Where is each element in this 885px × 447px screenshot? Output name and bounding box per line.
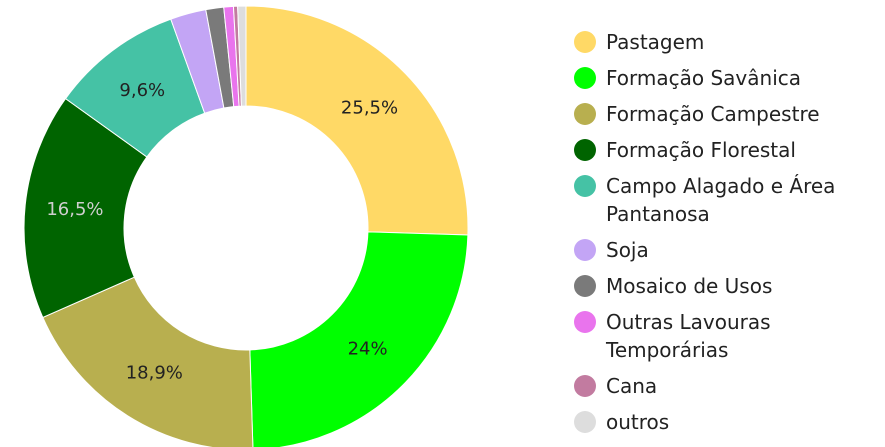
legend-swatch [574,311,596,333]
legend-item: Outras Lavouras Temporárias [572,308,862,364]
slice [23,97,148,319]
legend-item: Cana [572,372,862,400]
legend-label: Soja [606,238,649,262]
legend-item: Formação Savânica [572,64,862,92]
legend-label: Mosaico de Usos [606,274,773,298]
slice [245,5,469,236]
legend-swatch [574,139,596,161]
data-label: 9,6% [119,80,165,101]
legend-item: Formação Campestre [572,100,862,128]
legend-item: outros [572,408,862,436]
legend-swatch [574,175,596,197]
slice [42,276,254,447]
legend-label: Formação Florestal [606,138,796,162]
legend-label: Campo Alagado e Área Pantanosa [606,174,836,226]
legend-item: Formação Florestal [572,136,862,164]
legend-label: Outras Lavouras Temporárias [606,310,771,362]
legend-label: Formação Savânica [606,66,802,90]
legend-swatch [574,239,596,261]
legend-swatch [574,67,596,89]
legend-item: Campo Alagado e Área Pantanosa [572,172,862,228]
legend-item: Mosaico de Usos [572,272,862,300]
legend-swatch [574,411,596,433]
legend-item: Pastagem [572,28,862,56]
slice [237,5,247,107]
data-label: 18,9% [126,363,183,384]
legend-label: Pastagem [606,30,705,54]
data-label: 16,5% [46,199,103,220]
slice [249,231,469,447]
legend-swatch [574,275,596,297]
legend-swatch [574,375,596,397]
data-label: 25,5% [341,97,398,118]
legend-item: Soja [572,236,862,264]
chart: 25,5% 24% 18,9% 16,5% 9,6% [23,5,469,447]
legend: Pastagem Formação Savânica Formação Campes… [572,28,862,444]
data-label: 24% [348,339,388,360]
legend-swatch [574,103,596,125]
legend-swatch [574,31,596,53]
legend-label: Formação Campestre [606,102,820,126]
legend-label: outros [606,410,670,434]
legend-label: Cana [606,374,658,398]
